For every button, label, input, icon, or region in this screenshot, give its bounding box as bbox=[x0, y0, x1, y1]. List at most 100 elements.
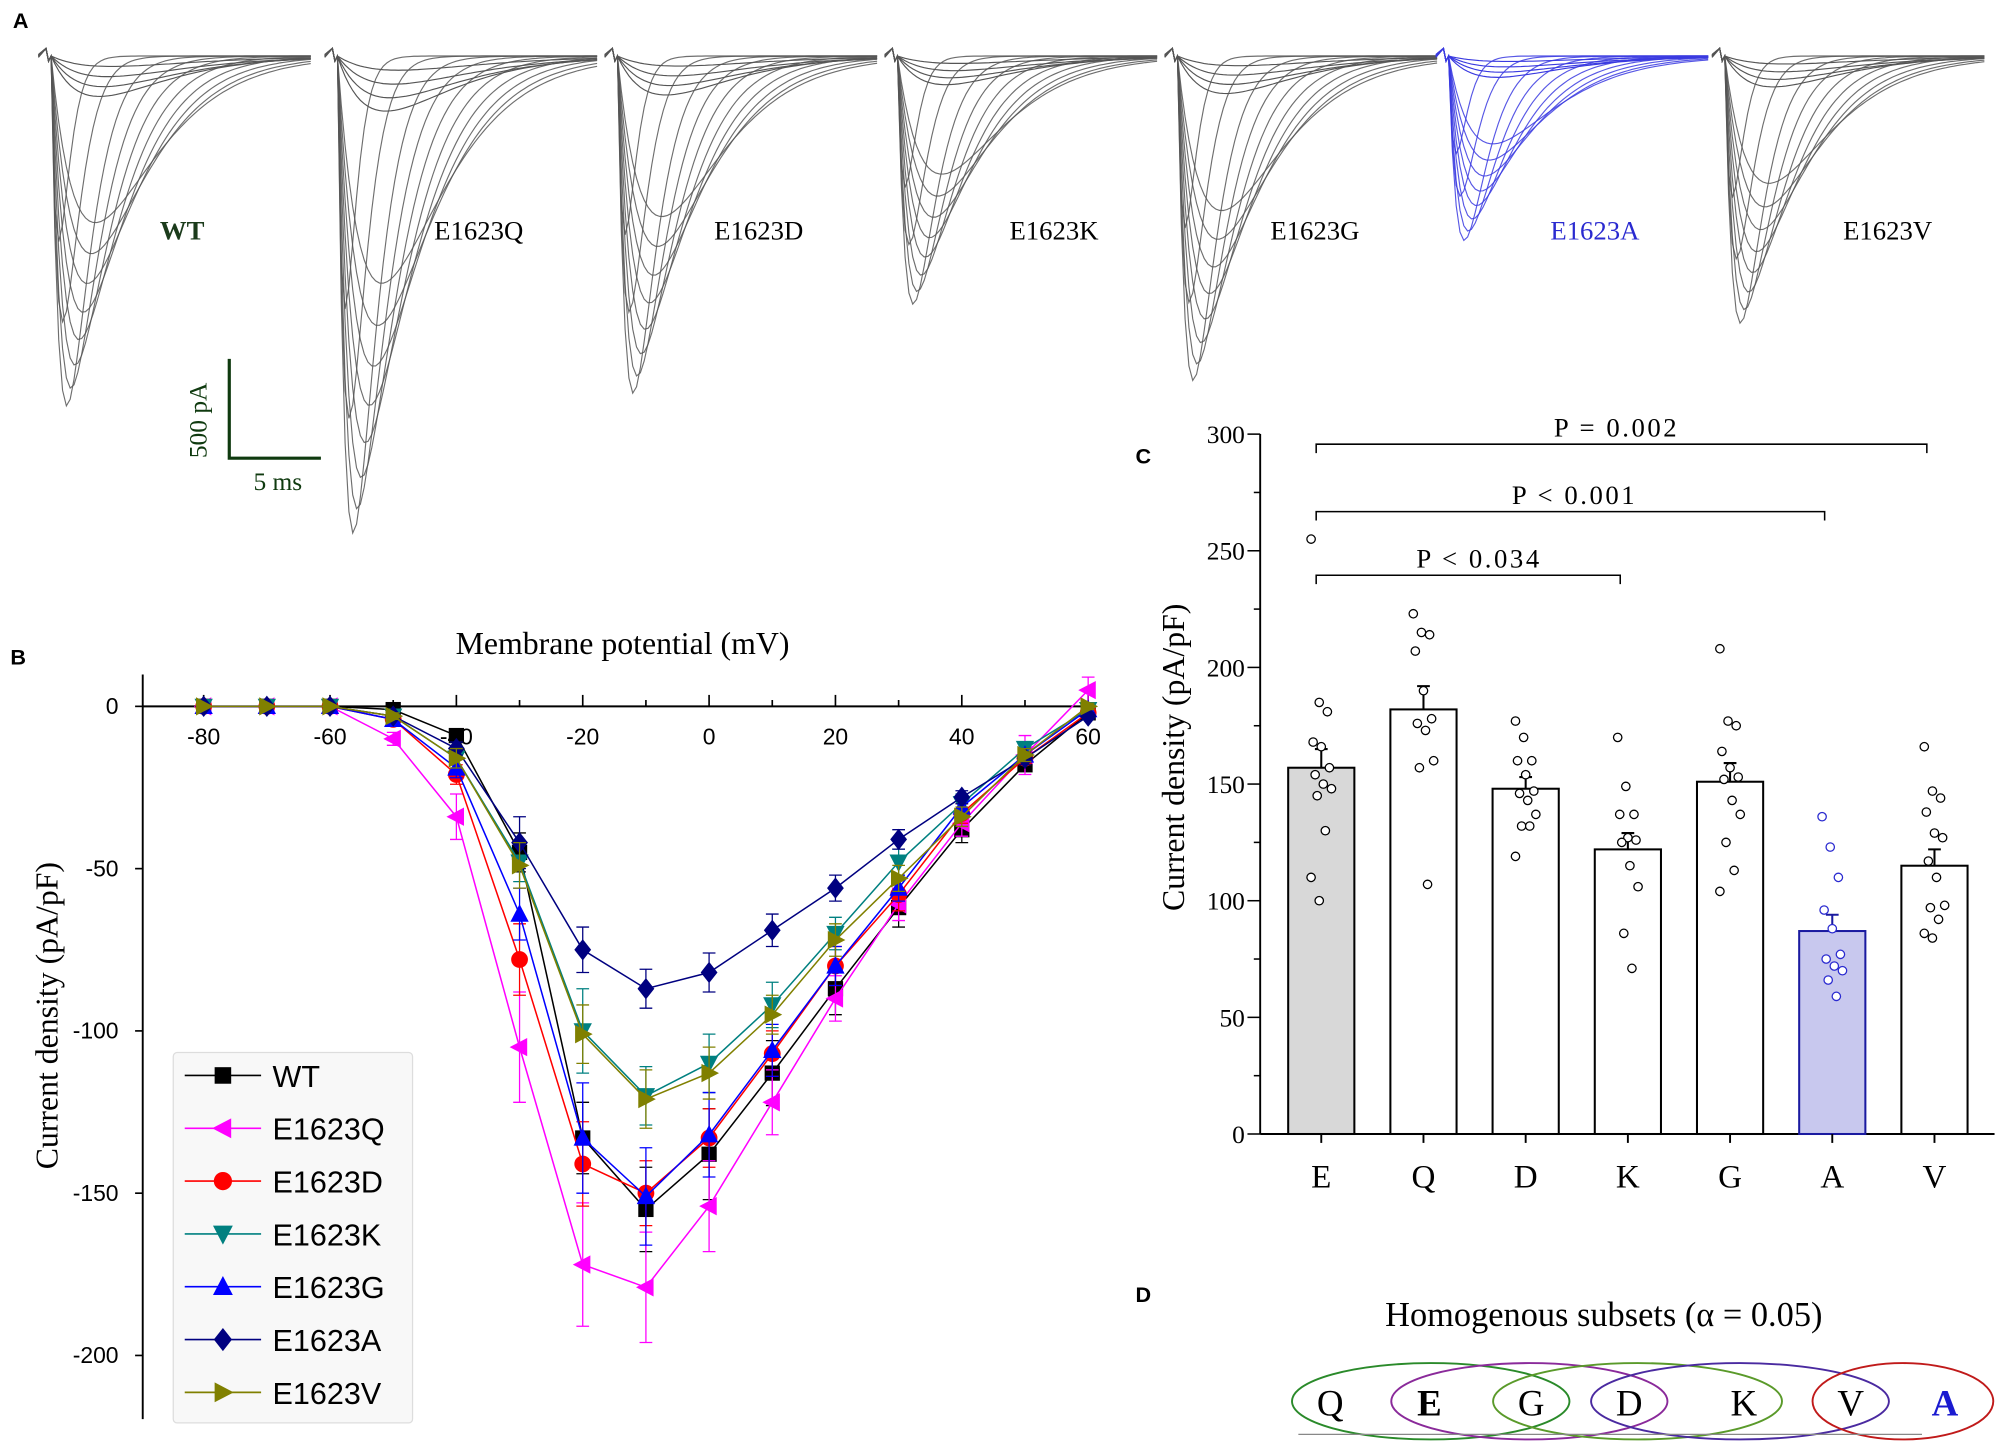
current-trace bbox=[1164, 47, 1438, 76]
legend-label: E1623A bbox=[273, 1324, 382, 1358]
legend-label: E1623K bbox=[273, 1218, 382, 1252]
data-point bbox=[1827, 923, 1838, 934]
current-trace bbox=[1164, 47, 1438, 240]
bar bbox=[1287, 766, 1356, 1136]
iv-legend: WT E1623Q E1623D E1623K E1623G E1623A E1623V bbox=[172, 1051, 414, 1424]
data-point bbox=[1715, 886, 1725, 897]
data-point bbox=[1308, 737, 1318, 747]
data-point bbox=[1314, 697, 1325, 708]
bar-error-bar bbox=[1928, 848, 1941, 866]
data-point bbox=[1524, 821, 1535, 831]
current-trace bbox=[604, 47, 878, 276]
data-point bbox=[1306, 534, 1316, 544]
legend-label: E1623G bbox=[273, 1271, 385, 1305]
trace-label: WT bbox=[160, 215, 205, 245]
current-trace bbox=[324, 47, 598, 99]
significance-bracket bbox=[1315, 574, 1621, 585]
marker-triangle-right bbox=[322, 697, 340, 716]
current-trace bbox=[884, 47, 1158, 64]
data-point bbox=[1320, 825, 1331, 836]
data-point bbox=[1817, 811, 1827, 822]
bar-group-e: E bbox=[1287, 534, 1356, 1195]
marker-triangle-left bbox=[212, 1118, 232, 1139]
data-point bbox=[1526, 755, 1537, 766]
current-trace bbox=[1711, 47, 1985, 80]
subset-letter-g: G bbox=[1518, 1382, 1545, 1423]
marker-triangle-right bbox=[511, 856, 530, 875]
current-trace bbox=[1164, 47, 1438, 85]
current-trace bbox=[1711, 47, 1985, 311]
data-point bbox=[1318, 779, 1329, 789]
current-trace bbox=[324, 47, 598, 444]
panel-c-bar-chart: Current density (pA/pF) 0 50 100 150 200 250 3… bbox=[1156, 413, 1995, 1195]
subset-ellipse bbox=[1291, 1362, 1571, 1441]
marker-triangle-right bbox=[890, 869, 909, 888]
trace-panel-e1623q bbox=[324, 47, 598, 536]
current-trace bbox=[1711, 47, 1985, 231]
legend-label: E1623V bbox=[273, 1377, 382, 1411]
bar-group-a: A bbox=[1798, 811, 1867, 1195]
trace-panel-e1623d bbox=[604, 47, 878, 395]
iv-y-tick-label: -200 bbox=[73, 1342, 119, 1368]
data-point bbox=[1729, 865, 1739, 876]
panel-a-current-traces: WT E1623Q E1623D E1623K E1623G E1623A E1623V bbox=[37, 47, 1985, 536]
data-point bbox=[1627, 963, 1637, 974]
data-point bbox=[1937, 832, 1948, 843]
marker-triangle-left bbox=[825, 989, 844, 1008]
scale-bar-current-label: 500 pA bbox=[183, 382, 212, 458]
subsets-title: Homogenous subsets (α = 0.05) bbox=[1385, 1296, 1822, 1334]
bar-y-tick-label: 100 bbox=[1207, 887, 1245, 916]
current-trace bbox=[884, 47, 1158, 72]
marker-triangle-up bbox=[573, 1128, 592, 1146]
marker-triangle-right bbox=[1017, 745, 1035, 765]
marker-triangle-right bbox=[764, 1005, 783, 1024]
marker-triangle-right bbox=[196, 697, 214, 716]
panel-b-iv-chart: Membrane potential (mV) Current density … bbox=[29, 626, 1101, 1424]
current-trace bbox=[604, 47, 878, 315]
current-trace bbox=[1435, 47, 1709, 220]
data-point bbox=[1837, 965, 1848, 976]
iv-x-axis-title: Membrane potential (mV) bbox=[456, 626, 790, 661]
iv-x-tick-label: -60 bbox=[313, 724, 346, 750]
marker-triangle-right bbox=[1080, 697, 1099, 716]
panel-letter-b: B bbox=[10, 644, 26, 669]
current-trace bbox=[1711, 47, 1985, 65]
marker-diamond bbox=[574, 939, 592, 961]
current-trace bbox=[604, 47, 878, 77]
iv-y-tick-label: -50 bbox=[85, 855, 118, 881]
current-trace bbox=[1711, 47, 1985, 293]
data-point bbox=[1719, 774, 1729, 785]
marker-triangle-right bbox=[448, 749, 467, 768]
bar-x-tick-label: A bbox=[1820, 1159, 1844, 1195]
marker-triangle-up bbox=[212, 1275, 233, 1295]
trace-label: E1623V bbox=[1843, 215, 1932, 245]
current-trace bbox=[1711, 47, 1985, 208]
iv-x-tick-label: 0 bbox=[703, 724, 716, 750]
bar-y-tick-label: 250 bbox=[1207, 537, 1245, 566]
current-trace bbox=[604, 47, 878, 304]
data-point bbox=[1426, 713, 1437, 724]
legend-label: E1623D bbox=[273, 1166, 383, 1200]
iv-y-axis-title: Current density (pA/pF) bbox=[29, 862, 64, 1169]
current-trace bbox=[324, 47, 598, 326]
current-trace bbox=[1164, 47, 1438, 67]
current-trace bbox=[604, 47, 878, 67]
marker-triangle-left bbox=[1078, 680, 1096, 700]
current-trace bbox=[1164, 47, 1438, 305]
marker-triangle-down bbox=[889, 854, 908, 873]
data-point bbox=[1931, 872, 1942, 883]
data-point bbox=[1531, 809, 1541, 820]
bar-x-tick-label: E bbox=[1311, 1159, 1331, 1195]
current-trace bbox=[37, 47, 311, 313]
current-trace bbox=[37, 47, 311, 68]
subset-letter-k: K bbox=[1730, 1382, 1757, 1423]
current-trace bbox=[884, 47, 1158, 239]
marker-triangle-right bbox=[575, 1024, 593, 1044]
panel-letter-a: A bbox=[13, 8, 29, 33]
bar-y-axis-title: Current density (pA/pF) bbox=[1156, 604, 1191, 911]
iv-series-line bbox=[203, 705, 1089, 1097]
trace-label: E1623D bbox=[714, 215, 803, 245]
trace-label: E1623A bbox=[1550, 215, 1640, 245]
current-trace bbox=[37, 47, 311, 255]
bar-x-tick-label: G bbox=[1718, 1159, 1742, 1195]
